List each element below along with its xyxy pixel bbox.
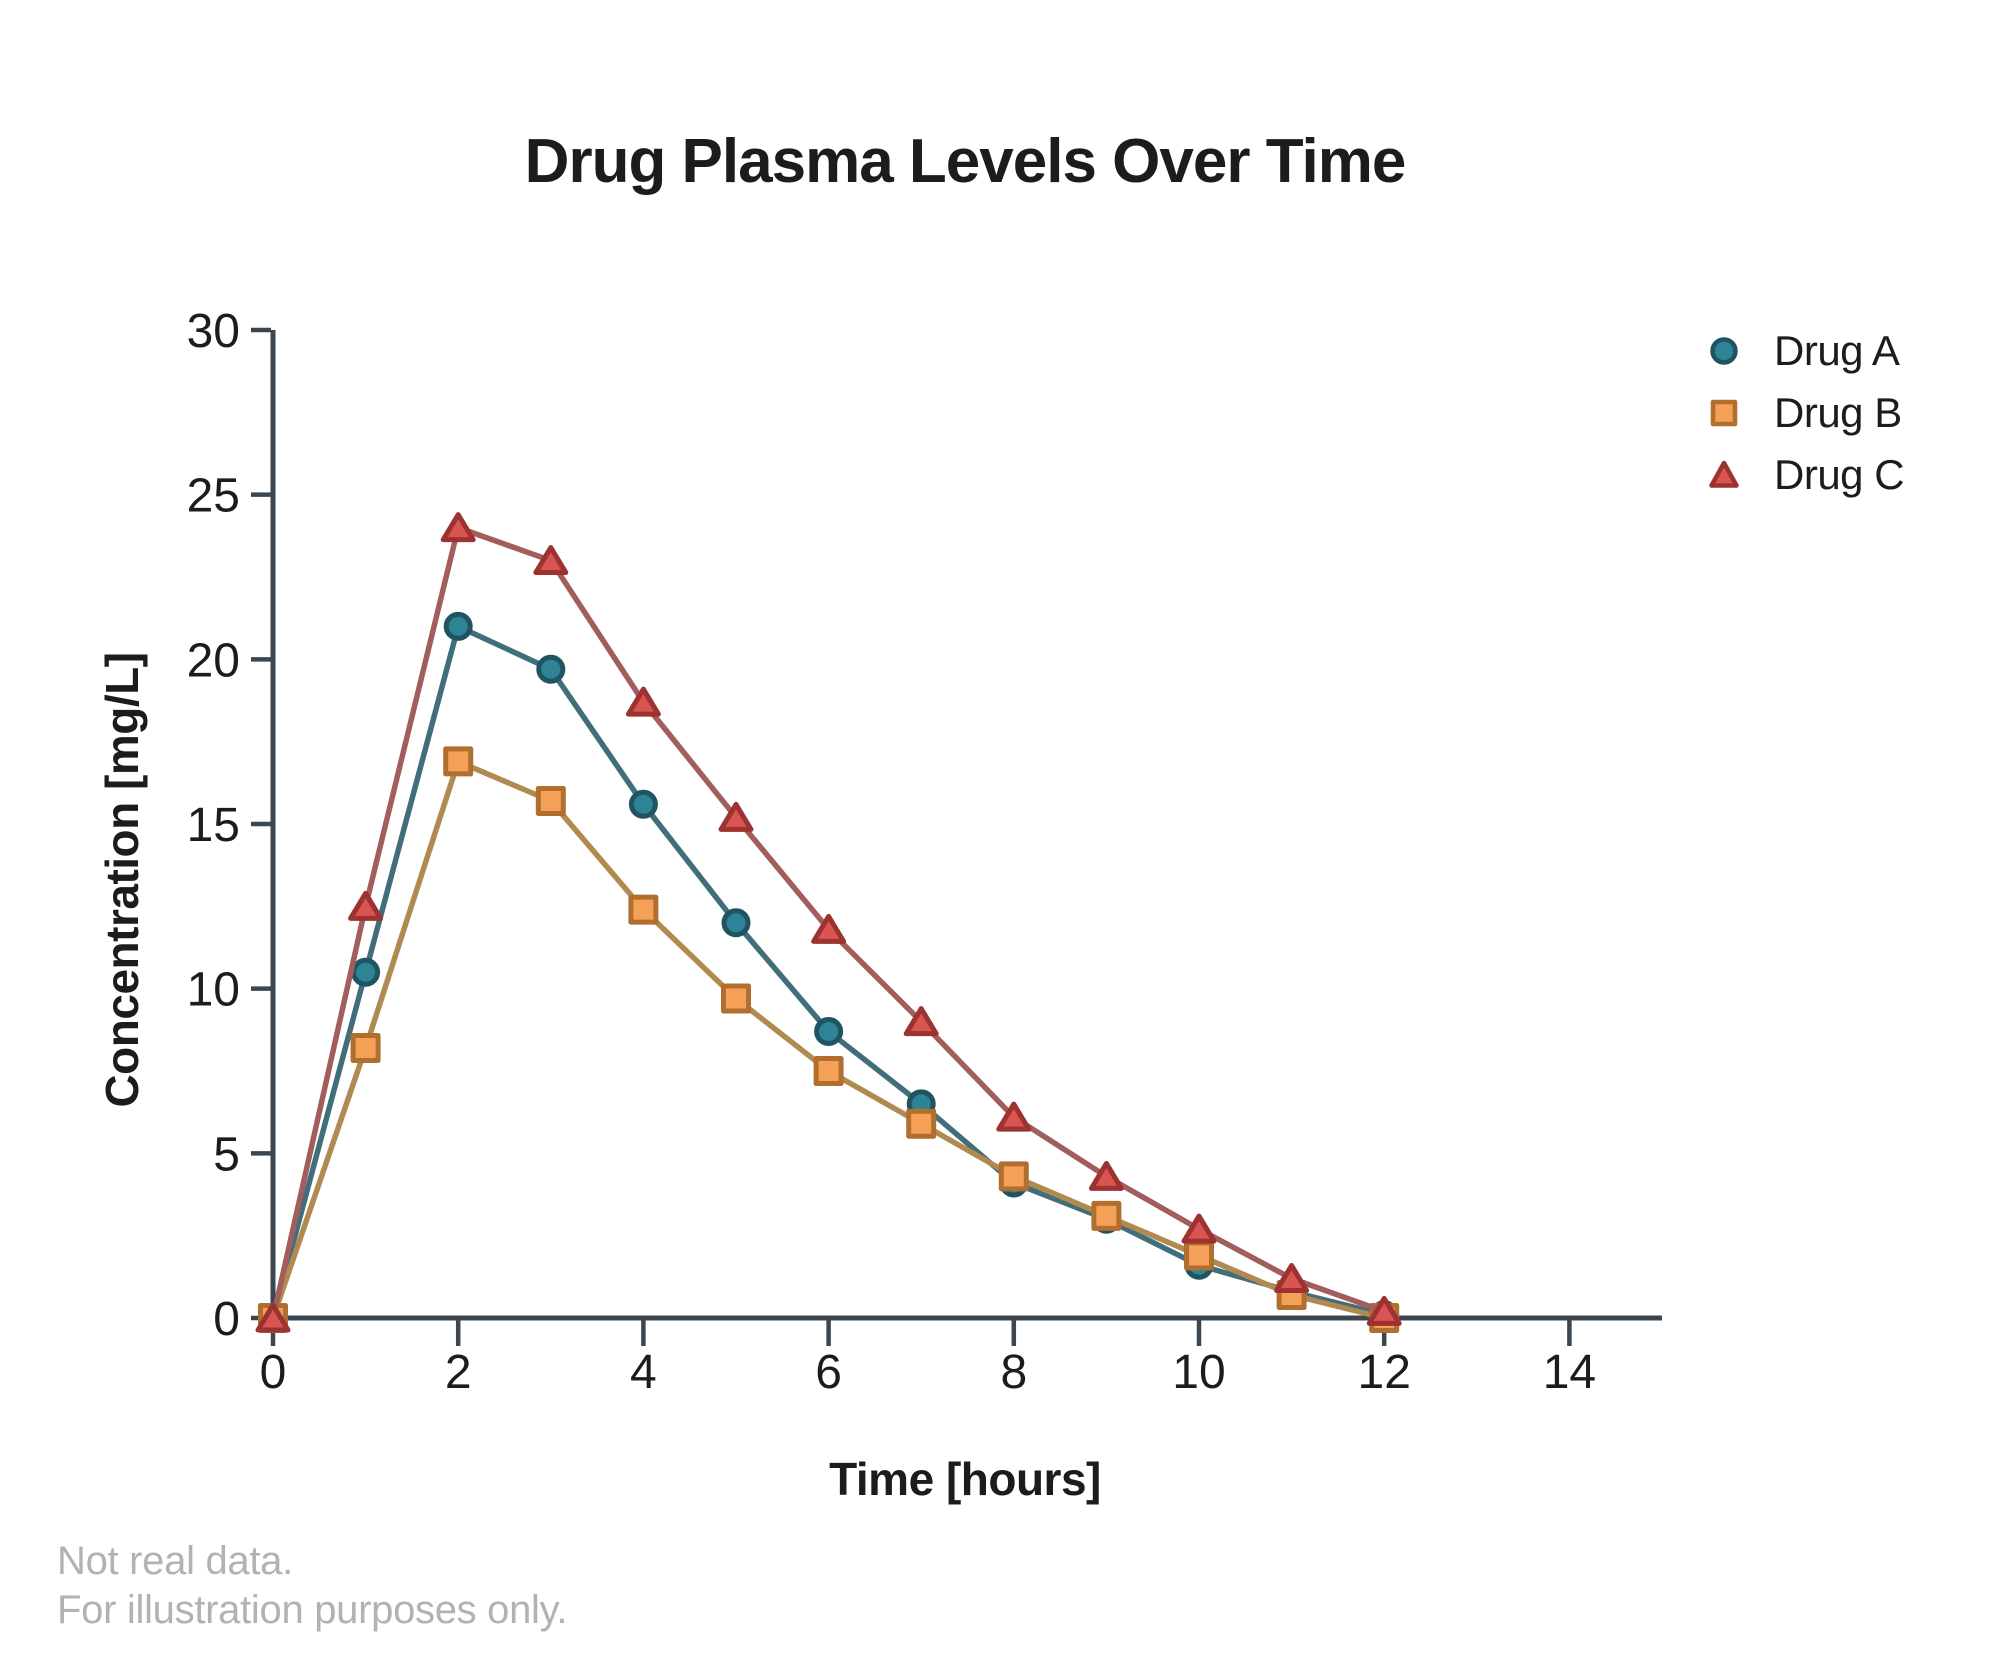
legend-item-drug-c: Drug C — [1706, 444, 1905, 506]
svg-text:2: 2 — [445, 1346, 472, 1399]
legend: Drug A Drug B Drug C — [1706, 320, 1905, 506]
svg-text:10: 10 — [187, 964, 240, 1017]
svg-text:0: 0 — [213, 1293, 240, 1346]
legend-label-drug-a: Drug A — [1774, 327, 1900, 374]
x-axis-label: Time [hours] — [829, 1453, 1101, 1505]
legend-circle-marker-icon — [1710, 337, 1738, 365]
svg-text:25: 25 — [187, 470, 240, 523]
svg-text:14: 14 — [1543, 1346, 1596, 1399]
legend-item-drug-b: Drug B — [1706, 382, 1904, 444]
svg-text:30: 30 — [187, 305, 240, 358]
svg-text:15: 15 — [187, 799, 240, 852]
legend-label-drug-c: Drug C — [1774, 451, 1905, 498]
svg-text:10: 10 — [1172, 1346, 1225, 1399]
svg-text:4: 4 — [630, 1346, 657, 1399]
svg-text:0: 0 — [260, 1346, 287, 1399]
svg-text:8: 8 — [1000, 1346, 1027, 1399]
svg-text:20: 20 — [187, 634, 240, 687]
disclaimer: Not real data. For illustration purposes… — [57, 1537, 568, 1635]
legend-label-drug-b: Drug B — [1774, 389, 1902, 436]
legend-item-drug-a: Drug A — [1706, 320, 1904, 382]
legend-triangle-marker-icon — [1709, 460, 1739, 488]
svg-text:6: 6 — [815, 1346, 842, 1399]
disclaimer-line-1: Not real data. — [57, 1539, 293, 1583]
legend-square-marker-icon — [1710, 399, 1738, 427]
disclaimer-line-2: For illustration purposes only. — [57, 1588, 568, 1632]
svg-text:5: 5 — [213, 1128, 240, 1181]
svg-text:12: 12 — [1358, 1346, 1411, 1399]
chart-title: Drug Plasma Levels Over Time — [524, 127, 1407, 196]
